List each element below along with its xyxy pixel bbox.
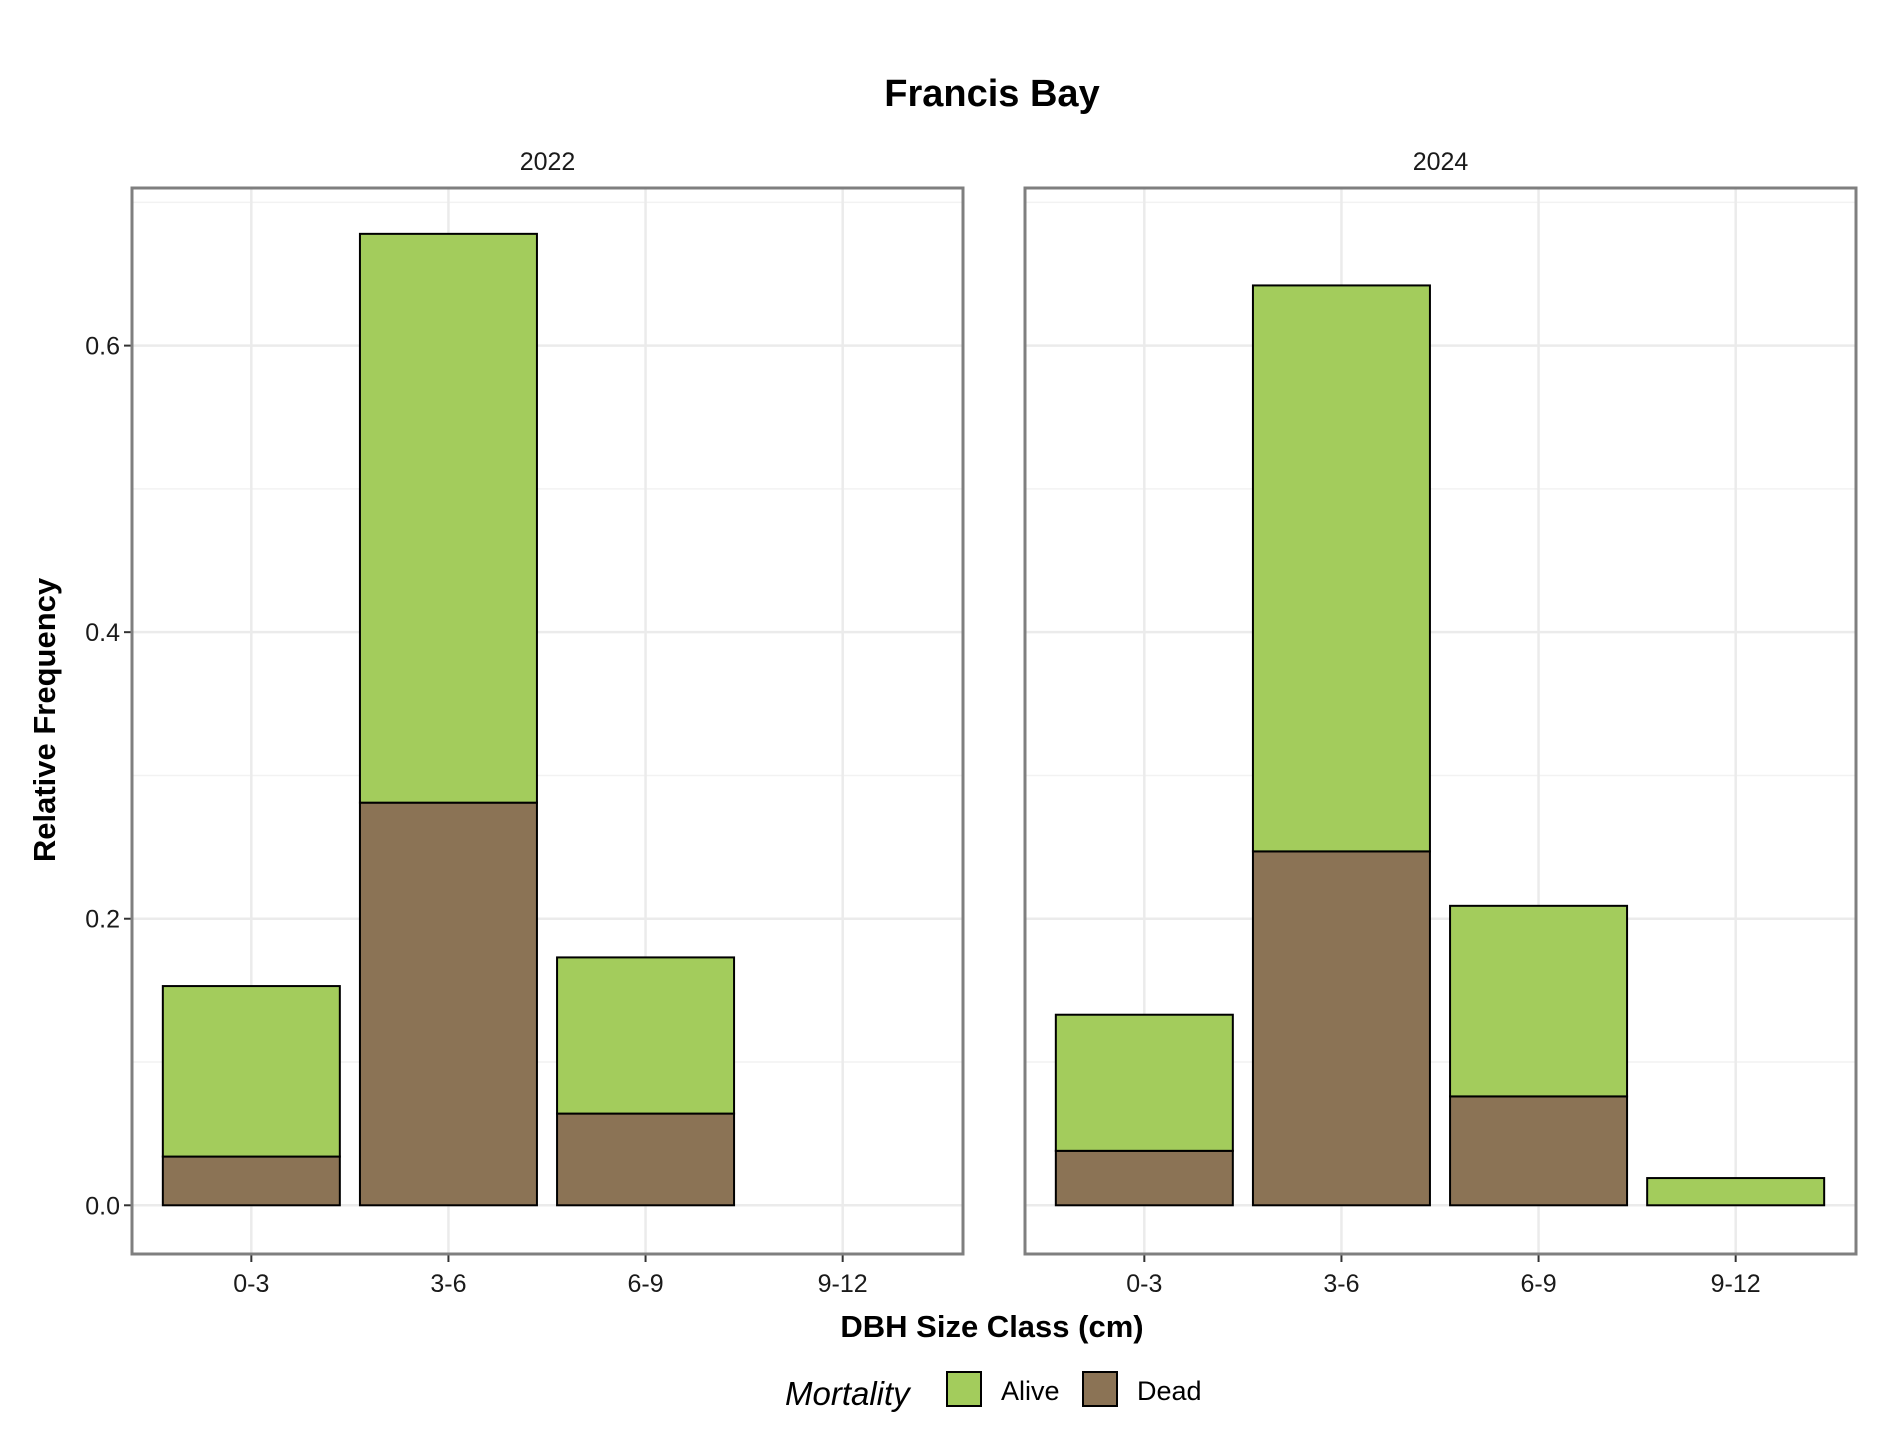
facet-panel: 2022 0-3 3-6 6-9 9-12 [130, 148, 965, 1298]
x-tick-label: 9-12 [1711, 1270, 1761, 1298]
x-tick-label: 0-3 [1126, 1270, 1162, 1298]
bar-segment-alive [1251, 284, 1431, 853]
panel-border [1023, 186, 1858, 1256]
bar-segment-alive [556, 956, 736, 1115]
x-tick-label: 6-9 [627, 1270, 663, 1298]
y-tick-label: 0.0 [85, 1192, 120, 1220]
y-tick-label: 0.2 [85, 906, 120, 934]
bar-segment-dead [1251, 850, 1431, 1207]
bar-segment-alive [1449, 904, 1629, 1098]
x-tick-label: 6-9 [1520, 1270, 1556, 1298]
bar-segment-alive [1054, 1013, 1234, 1152]
x-tick-label: 0-3 [233, 1270, 269, 1298]
facet-label: 2022 [520, 148, 576, 176]
bar-segment-dead [358, 801, 538, 1207]
x-tick-label: 3-6 [430, 1270, 466, 1298]
facet-panels: 0.0 0.2 0.4 0.6 2022 0-3 3-6 6-9 9-12 2024 0-3 3-6 6… [85, 148, 1858, 1298]
legend-label-dead: Dead [1137, 1376, 1202, 1406]
bar-segment-dead [1449, 1095, 1629, 1207]
x-tick-label: 3-6 [1323, 1270, 1359, 1298]
legend: Mortality Alive Dead [785, 1371, 1202, 1412]
y-axis-title: Relative Frequency [27, 577, 62, 862]
legend-label-alive: Alive [1001, 1376, 1060, 1406]
legend-key-dead [1082, 1371, 1118, 1407]
facet-panel: 2024 0-3 3-6 6-9 9-12 [1023, 148, 1858, 1298]
bar-segment-alive [358, 232, 538, 804]
bar-segment-alive [161, 985, 341, 1158]
x-axis-title: DBH Size Class (cm) [840, 1309, 1143, 1344]
legend-title: Mortality [785, 1375, 912, 1412]
bar-segment-dead [161, 1155, 341, 1207]
facet-label: 2024 [1413, 148, 1469, 176]
x-tick-label: 9-12 [818, 1270, 868, 1298]
bar-segment-alive [1646, 1177, 1826, 1207]
y-tick-label: 0.6 [85, 333, 120, 361]
panel-border [130, 186, 965, 1256]
y-tick-label: 0.4 [85, 619, 120, 647]
bar-segment-dead [1054, 1149, 1234, 1207]
chart-title: Francis Bay [884, 73, 1099, 115]
legend-key-alive [946, 1371, 982, 1407]
bar-segment-dead [556, 1112, 736, 1207]
